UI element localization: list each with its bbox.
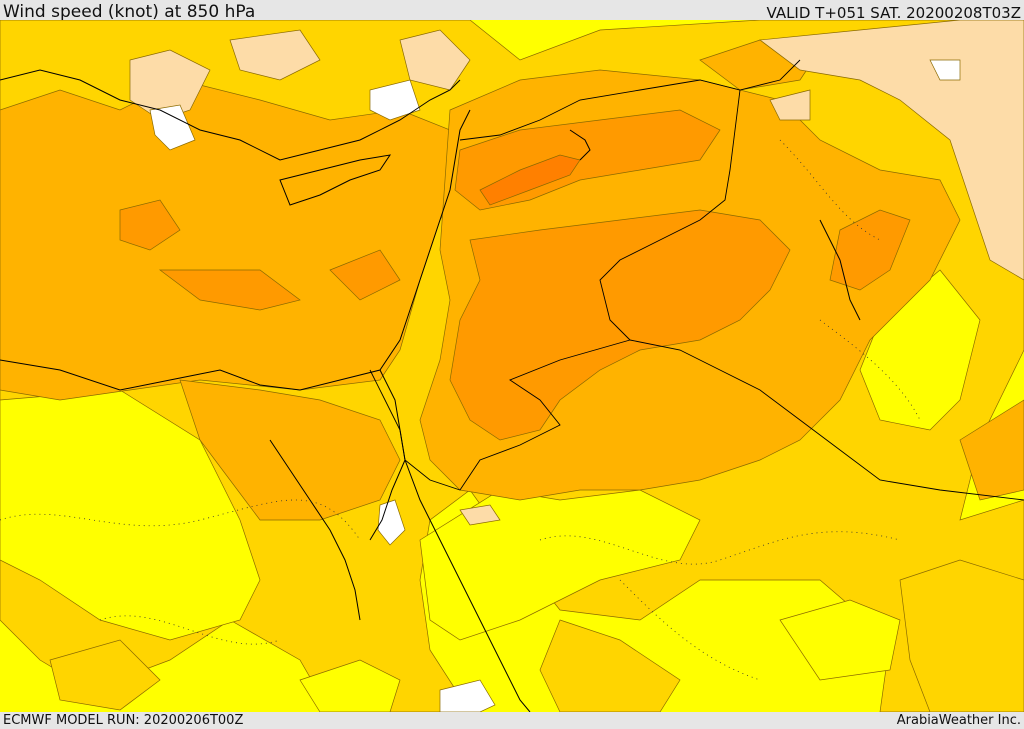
coastlines: [0, 69, 861, 712]
map-canvas: [0, 20, 1024, 712]
dotted-isolines: [0, 139, 921, 681]
header-bar: Wind speed (knot) at 850 hPa VALID T+051…: [0, 0, 1024, 22]
wind-speed-map: [0, 20, 1024, 712]
country-borders: [369, 59, 1024, 501]
credit-label: ArabiaWeather Inc.: [896, 713, 1021, 728]
shading-low: [129, 20, 1024, 712]
valid-time-label: VALID T+051 SAT. 20200208T03Z: [766, 4, 1021, 22]
footer-bar: ECMWF MODEL RUN: 20200206T00Z ArabiaWeat…: [0, 712, 1024, 729]
model-run-label: ECMWF MODEL RUN: 20200206T00Z: [3, 713, 244, 728]
shading-high: [479, 154, 581, 206]
map-title: Wind speed (knot) at 850 hPa: [3, 2, 256, 22]
